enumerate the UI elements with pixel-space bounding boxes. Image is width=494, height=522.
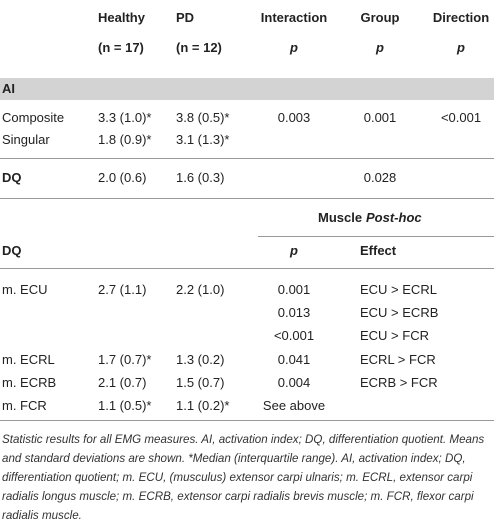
cell: See above <box>262 398 326 413</box>
cell: 1.1 (0.5)* <box>98 398 152 413</box>
cell: 2.1 (0.7) <box>98 375 147 390</box>
row-label: Singular <box>2 132 50 147</box>
row-label: m. ECRB <box>2 375 57 390</box>
column-header: Group <box>360 10 400 25</box>
sample-size: (n = 12) <box>176 40 222 55</box>
cell: <0.001 <box>273 328 315 343</box>
stat-header: p <box>457 40 465 55</box>
stat-header: p <box>376 40 384 55</box>
cell: ECU > FCR <box>360 328 429 343</box>
section-label: AI <box>2 81 15 96</box>
section-band <box>0 78 494 100</box>
column-header: Direction <box>432 10 490 25</box>
cell: 1.3 (0.2) <box>176 352 225 367</box>
cell: ECU > ECRL <box>360 282 437 297</box>
cell: 3.3 (1.0)* <box>98 110 152 125</box>
row-label: m. FCR <box>2 398 47 413</box>
cell: 0.001 <box>363 110 397 125</box>
cell: 3.1 (1.3)* <box>176 132 230 147</box>
cell: 0.003 <box>277 110 311 125</box>
cell: 1.8 (0.9)* <box>98 132 152 147</box>
rule <box>0 158 494 159</box>
posthoc-title: Post-hoc <box>366 210 422 225</box>
cell: 2.0 (0.6) <box>98 170 147 185</box>
rule <box>258 236 494 237</box>
posthoc-title: Muscle <box>318 210 363 225</box>
rule <box>0 198 494 199</box>
cell: 1.7 (0.7)* <box>98 352 152 367</box>
rule <box>0 420 494 421</box>
row-label: m. ECRL <box>2 352 55 367</box>
sample-size: (n = 17) <box>98 40 144 55</box>
section-label: DQ <box>2 243 22 258</box>
footnote: Statistic results for all EMG measures. … <box>2 433 485 522</box>
column-header: Interaction <box>260 10 328 25</box>
stat-header: p <box>290 40 298 55</box>
column-header: PD <box>176 10 195 25</box>
cell: 1.5 (0.7) <box>176 375 225 390</box>
cell: 2.2 (1.0) <box>176 282 225 297</box>
stat-header: Effect <box>360 243 397 258</box>
cell: 0.041 <box>277 352 311 367</box>
row-label: DQ <box>2 170 22 185</box>
cell: ECU > ECRB <box>360 305 439 320</box>
cell: 1.1 (0.2)* <box>176 398 230 413</box>
column-header: Healthy <box>98 10 145 25</box>
cell: 0.004 <box>277 375 311 390</box>
rule <box>0 268 494 269</box>
cell: 0.001 <box>277 282 311 297</box>
cell: ECRL > FCR <box>360 352 436 367</box>
row-label: m. ECU <box>2 282 48 297</box>
cell: 0.013 <box>277 305 311 320</box>
stat-header: p <box>290 243 298 258</box>
cell: 2.7 (1.1) <box>98 282 147 297</box>
row-label: Composite <box>2 110 65 125</box>
cell: 1.6 (0.3) <box>176 170 225 185</box>
cell: 3.8 (0.5)* <box>176 110 230 125</box>
cell: ECRB > FCR <box>360 375 438 390</box>
cell: 0.028 <box>363 170 397 185</box>
cell: <0.001 <box>440 110 482 125</box>
